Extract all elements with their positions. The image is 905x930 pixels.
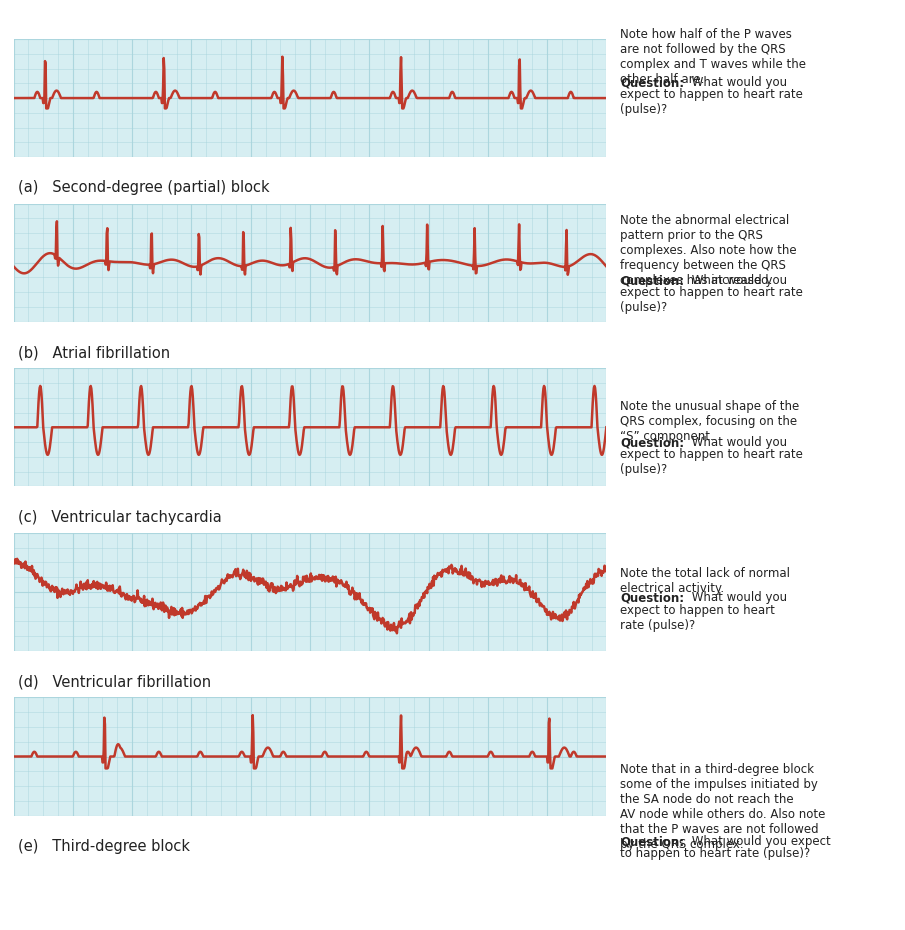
Text: What would you: What would you [688, 274, 787, 287]
Text: Note how half of the P waves
are not followed by the QRS
complex and T waves whi: Note how half of the P waves are not fol… [620, 28, 806, 86]
Text: Question:: Question: [620, 591, 684, 604]
Text: Question:: Question: [620, 76, 684, 89]
Text: What would you expect: What would you expect [688, 835, 831, 848]
Text: Note that in a third-degree block
some of the impulses initiated by
the SA node : Note that in a third-degree block some o… [620, 763, 825, 851]
Text: Question:: Question: [620, 274, 684, 287]
Text: expect to happen to heart rate
(pulse)?: expect to happen to heart rate (pulse)? [620, 448, 803, 476]
Text: to happen to heart rate (pulse)?: to happen to heart rate (pulse)? [620, 847, 810, 860]
Text: (e)   Third-degree block: (e) Third-degree block [18, 839, 190, 854]
Text: Note the unusual shape of the
QRS complex, focusing on the
“S” component.: Note the unusual shape of the QRS comple… [620, 400, 799, 443]
Text: What would you: What would you [688, 436, 787, 449]
Text: expect to happen to heart rate
(pulse)?: expect to happen to heart rate (pulse)? [620, 88, 803, 116]
Text: (b)   Atrial fibrillation: (b) Atrial fibrillation [18, 345, 170, 360]
Text: (c)   Ventricular tachycardia: (c) Ventricular tachycardia [18, 510, 222, 525]
Text: Note the total lack of normal
electrical activity.: Note the total lack of normal electrical… [620, 567, 790, 595]
Text: expect to happen to heart
rate (pulse)?: expect to happen to heart rate (pulse)? [620, 604, 775, 631]
Text: What would you: What would you [688, 591, 787, 604]
Text: (a)   Second-degree (partial) block: (a) Second-degree (partial) block [18, 180, 270, 195]
Text: expect to happen to heart rate
(pulse)?: expect to happen to heart rate (pulse)? [620, 286, 803, 314]
Text: (d)   Ventricular fibrillation: (d) Ventricular fibrillation [18, 674, 211, 689]
Text: Question:: Question: [620, 835, 684, 848]
Text: What would you: What would you [688, 76, 787, 89]
Text: Question:: Question: [620, 436, 684, 449]
Text: Note the abnormal electrical
pattern prior to the QRS
complexes. Also note how t: Note the abnormal electrical pattern pri… [620, 214, 796, 286]
